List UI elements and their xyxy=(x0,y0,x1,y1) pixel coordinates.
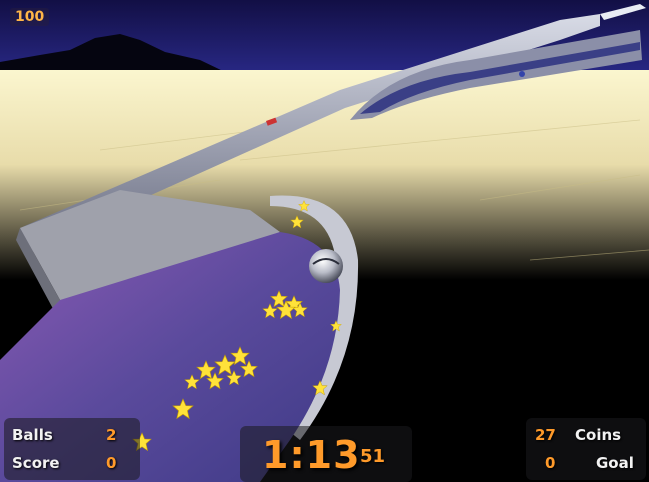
coins-value: 27 xyxy=(535,426,556,444)
goal-label: Goal xyxy=(596,454,634,472)
timer-main: 1:13 xyxy=(262,433,361,477)
balls-label: Balls xyxy=(12,426,53,444)
score-label: Score xyxy=(12,454,60,472)
coins-label: Coins xyxy=(575,426,622,444)
timer-panel xyxy=(240,426,412,482)
timer-hundredths: 51 xyxy=(360,446,386,467)
balls-value: 2 xyxy=(106,426,117,444)
balls-score-panel xyxy=(4,418,140,480)
ball-icon xyxy=(309,249,343,283)
fps-counter: 100 xyxy=(10,8,50,26)
goal-value: 0 xyxy=(545,454,556,472)
coins-goal-panel xyxy=(526,418,646,480)
score-value: 0 xyxy=(106,454,117,472)
